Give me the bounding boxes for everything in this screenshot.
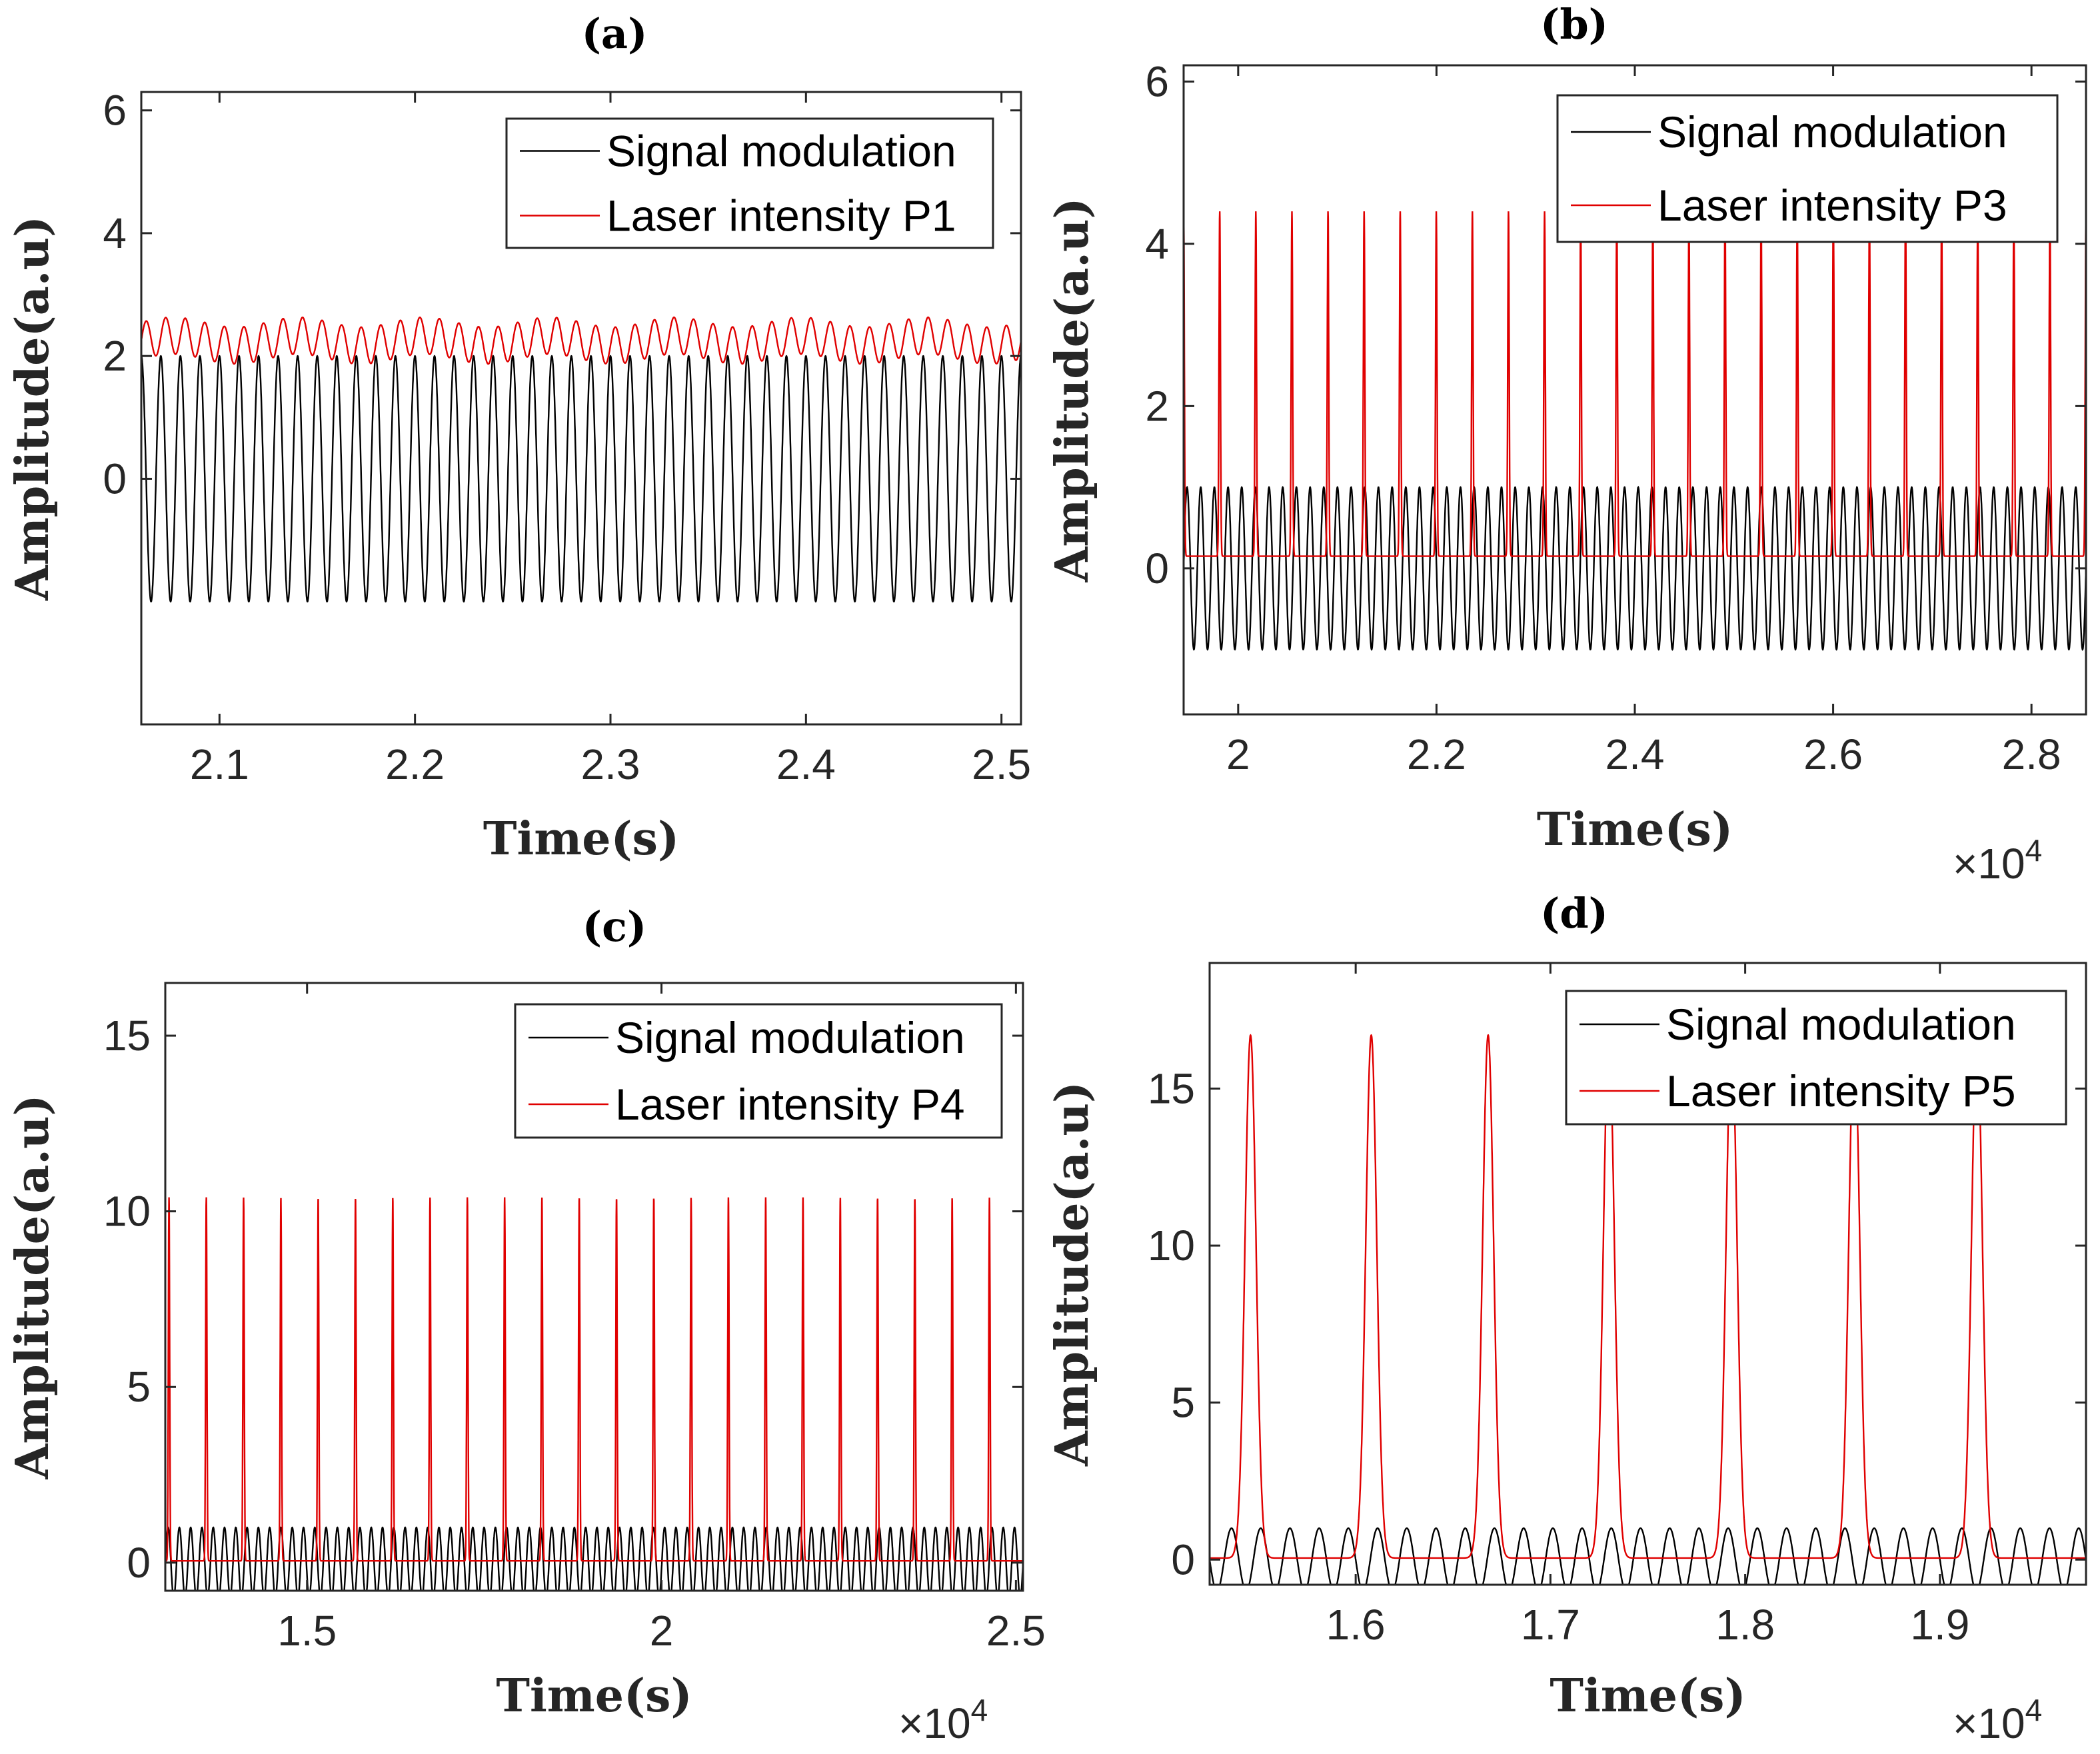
x-tick-label: 2 [650, 1607, 674, 1655]
y-tick-label: 2 [103, 332, 127, 380]
x-axis-label: Time(s) [1537, 803, 1733, 856]
legend-box [514, 1003, 1003, 1139]
x-tick-label: 2.1 [190, 740, 249, 788]
series-line-signal-modulation [1210, 1527, 2086, 1585]
x-tick-label: 1.8 [1715, 1601, 1775, 1649]
y-tick-label: 0 [1171, 1535, 1195, 1583]
legend-entry: Laser intensity P5 [1666, 1066, 2016, 1116]
panel-d: (d) 1.6 1.7 1.8 1.9 0 5 10 15 Time(s) Amplitude(a.… [1046, 889, 2087, 1747]
y-axis-label: Amplitude(a.u) [1046, 197, 1099, 582]
panel-title: (c) [582, 902, 646, 951]
x-tick-label: 1.7 [1521, 1601, 1580, 1649]
series-line-signal-modulation [141, 355, 1021, 603]
x-exponent-label: ×104 [1953, 833, 2042, 888]
x-tick-label: 2.3 [581, 740, 640, 788]
series-line-laser-intensity [165, 1197, 1023, 1562]
legend-entry: Signal modulation [1657, 107, 2007, 157]
axes-border [140, 91, 1022, 726]
y-tick-label: 0 [1145, 544, 1169, 592]
series-line-signal-modulation [165, 1526, 1023, 1591]
panel-a: (a) 2.1 2.2 2.3 2.4 2.5 0 2 4 6 Time(s) Amplitude(a… [6, 9, 1031, 866]
y-tick-label: 0 [103, 454, 127, 502]
x-tick-label: 2.4 [776, 740, 836, 788]
y-axis-label: Amplitude(a.u) [1046, 1082, 1099, 1467]
x-tick-label: 1.6 [1326, 1601, 1386, 1649]
x-tick-label: 2.5 [972, 740, 1031, 788]
legend-entry: Signal modulation [606, 127, 956, 176]
y-tick-label: 6 [1145, 57, 1169, 105]
y-tick-label: 5 [127, 1363, 151, 1411]
legend: Signal modulation Laser intensity P5 [1565, 990, 2067, 1126]
x-axis-label: Time(s) [496, 1669, 692, 1723]
legend: Signal modulation Laser intensity P4 [514, 1003, 1003, 1139]
series-line-laser-intensity [1184, 211, 2086, 557]
panel-b: (b) 2 2.2 2.4 2.6 2.8 0 2 4 6 Time(s) Amplitude(a.u… [1046, 0, 2087, 888]
y-tick-label: 2 [1145, 382, 1169, 430]
x-tick-label: 2 [1226, 730, 1250, 778]
legend-entry: Signal modulation [615, 1013, 965, 1062]
y-axis-label: Amplitude(a.u) [6, 1094, 59, 1479]
panel-title: (b) [1540, 0, 1608, 49]
series-line-signal-modulation [1184, 485, 2086, 651]
axes-border [1208, 962, 2087, 1586]
y-tick-label: 4 [103, 209, 127, 257]
panel-c: (c) 1.5 2 2.5 0 5 10 15 Time(s) Amplitude(a.u) ×10… [6, 902, 1046, 1747]
legend-box [1565, 990, 2067, 1126]
legend-entry: Laser intensity P3 [1657, 181, 2007, 230]
x-tick-label: 2.2 [1407, 730, 1466, 778]
legend-box [1556, 94, 2059, 243]
x-axis-label: Time(s) [483, 812, 679, 866]
y-tick-label: 4 [1145, 220, 1169, 268]
panel-title: (d) [1540, 889, 1608, 938]
y-tick-label: 10 [1148, 1222, 1195, 1270]
legend-entry: Laser intensity P1 [606, 191, 956, 241]
x-tick-label: 2.8 [2002, 730, 2061, 778]
x-tick-label: 2.6 [1803, 730, 1863, 778]
y-tick-label: 5 [1171, 1379, 1195, 1427]
y-tick-label: 6 [103, 87, 127, 135]
x-tick-label: 2.2 [385, 740, 445, 788]
axes-border [164, 982, 1024, 1592]
x-axis-label: Time(s) [1550, 1669, 1745, 1723]
series-line-laser-intensity [141, 317, 1021, 365]
series-line-laser-intensity [1210, 1034, 2086, 1559]
x-tick-label: 1.5 [277, 1607, 337, 1655]
y-axis-label: Amplitude(a.u) [6, 216, 59, 601]
x-tick-label: 1.9 [1910, 1601, 1969, 1649]
y-tick-label: 15 [103, 1012, 151, 1060]
panel-title: (a) [582, 9, 648, 58]
x-tick-label: 2.4 [1605, 730, 1665, 778]
legend: Signal modulation Laser intensity P3 [1556, 94, 2059, 243]
legend: Signal modulation Laser intensity P1 [505, 117, 994, 249]
legend-entry: Laser intensity P4 [615, 1080, 965, 1129]
legend-box [505, 117, 994, 249]
y-tick-label: 0 [127, 1539, 151, 1587]
y-tick-label: 10 [103, 1188, 151, 1236]
legend-entry: Signal modulation [1666, 1000, 2016, 1049]
x-exponent-label: ×104 [1953, 1693, 2042, 1747]
x-tick-label: 2.5 [986, 1607, 1046, 1655]
x-exponent-label: ×104 [898, 1693, 988, 1747]
y-tick-label: 15 [1148, 1064, 1195, 1112]
